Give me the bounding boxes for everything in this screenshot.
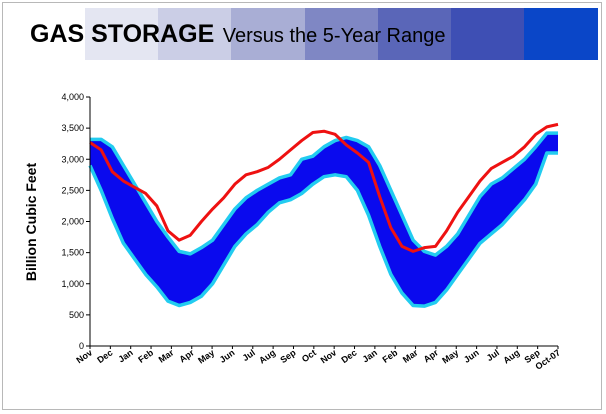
range-max-edge — [90, 131, 558, 257]
title-band-segment — [523, 8, 598, 60]
title-band-segment — [158, 8, 233, 60]
x-tick-label: Jun — [462, 347, 481, 364]
range-min-edge — [88, 151, 558, 308]
x-tick-label: Dec — [339, 347, 358, 365]
y-tick-label: 1,500 — [61, 248, 84, 258]
x-tick-label: Jul — [241, 347, 257, 363]
x-tick-label: Jan — [361, 347, 379, 364]
axes-layer — [86, 96, 559, 349]
title-band-segment — [12, 8, 87, 60]
x-tick-label: Oct — [300, 347, 318, 364]
x-tick-label: Jul — [485, 347, 501, 363]
x-tick-label: Apr — [422, 347, 441, 364]
x-tick-label: Aug — [501, 347, 521, 365]
title-subtitle: Versus the 5-Year Range — [222, 25, 446, 47]
y-tick-label: 500 — [69, 310, 84, 320]
title-band-segment — [85, 8, 160, 60]
range-band — [90, 133, 558, 307]
five-year-range-layer — [88, 131, 558, 308]
y-tick-label: 3,500 — [61, 123, 84, 133]
x-tick-label: Mar — [401, 347, 420, 365]
current-storage-line — [89, 122, 559, 253]
x-tick-label: May — [196, 347, 216, 365]
x-tick-label: Dec — [95, 347, 114, 365]
y-tick-label: 0 — [79, 341, 84, 351]
title-main: GAS STORAGE — [30, 20, 215, 48]
x-tick-label: Jan — [116, 347, 134, 364]
chart-title: GAS STORAGE Versus the 5-Year Range — [30, 20, 446, 49]
y-tick-label: 1,000 — [61, 279, 84, 289]
x-tick-label: Jun — [218, 347, 237, 364]
y-axis-title: Billion Cubic Feet — [23, 163, 39, 282]
title-band-segment — [377, 8, 452, 60]
y-tick-label: 2,000 — [61, 217, 84, 227]
x-tick-label: Nov — [74, 347, 94, 365]
y-tick-label: 3,000 — [61, 154, 84, 164]
x-tick-label: Feb — [136, 347, 155, 365]
y-tick-label: 2,500 — [61, 185, 84, 195]
x-tick-label: May — [440, 347, 460, 365]
title-band-segment — [450, 8, 525, 60]
x-tick-label: Aug — [257, 347, 277, 365]
title-band-segment — [231, 8, 306, 60]
title-band: GAS STORAGE Versus the 5-Year Range — [12, 8, 598, 60]
x-tick-label: Nov — [319, 347, 339, 365]
x-tick-label: Apr — [177, 347, 196, 364]
current-storage-layer — [89, 122, 559, 253]
x-tick-label: Mar — [157, 347, 176, 365]
x-tick-label: Feb — [381, 347, 400, 365]
y-tick-label: 4,000 — [61, 92, 84, 102]
x-tick-label: Sep — [278, 347, 298, 365]
title-band-segment — [304, 8, 379, 60]
